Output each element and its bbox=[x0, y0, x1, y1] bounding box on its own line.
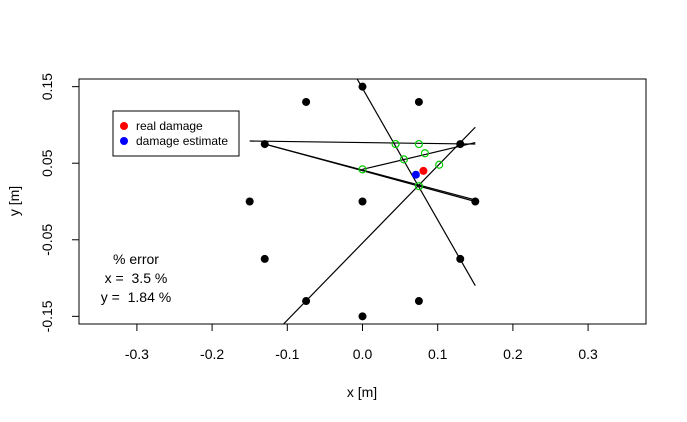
intersection-point-3 bbox=[420, 149, 430, 158]
error-annotation-header: % error bbox=[113, 251, 159, 267]
x-tick-label-6: 0.2 bbox=[503, 346, 523, 362]
sensor-point-13 bbox=[358, 312, 367, 321]
legend-box bbox=[112, 110, 240, 157]
error-annotation-y: y = 1.84 % bbox=[101, 289, 171, 305]
intersection-point-1 bbox=[391, 139, 400, 149]
y-tick-label-1: -0.15 bbox=[39, 300, 55, 332]
legend-damage-estimate-marker bbox=[120, 137, 128, 145]
legend-real-damage-label: real damage bbox=[136, 119, 203, 133]
path-line-4 bbox=[283, 126, 476, 324]
intersections-layer bbox=[358, 139, 444, 191]
sensor-point-7 bbox=[358, 197, 367, 206]
path-line-5 bbox=[362, 141, 476, 170]
y-tick-label-4: 0.15 bbox=[39, 73, 55, 100]
damage-estimate-point bbox=[411, 170, 420, 179]
sensor-point-12 bbox=[414, 297, 423, 306]
damage-layer bbox=[411, 166, 428, 179]
x-tick-label-4: 0.0 bbox=[353, 346, 373, 362]
sensor-point-10 bbox=[456, 254, 465, 263]
x-tick-label-2: -0.2 bbox=[200, 346, 224, 362]
x-axis-label: x [m] bbox=[347, 384, 377, 400]
path-line-6 bbox=[264, 143, 476, 201]
sensor-point-5 bbox=[456, 140, 465, 149]
legend-real-damage-marker bbox=[120, 122, 128, 130]
legend: real damage damage estimate bbox=[112, 110, 240, 157]
real-damage-point bbox=[419, 166, 428, 175]
y-axis: -0.15 -0.05 0.05 0.15 bbox=[39, 73, 79, 332]
sensor-point-4 bbox=[260, 140, 269, 149]
path-line-1 bbox=[356, 79, 476, 287]
sensor-point-3 bbox=[414, 97, 423, 106]
intersection-point-7 bbox=[414, 182, 423, 191]
legend-damage-estimate-label: damage estimate bbox=[136, 134, 228, 148]
x-tick-label-3: -0.1 bbox=[275, 346, 299, 362]
intersection-point-2 bbox=[414, 139, 423, 149]
sensor-point-11 bbox=[302, 297, 311, 306]
y-tick-label-2: -0.05 bbox=[39, 224, 55, 256]
sensors-layer bbox=[245, 82, 480, 321]
x-tick-label-5: 0.1 bbox=[428, 346, 448, 362]
path-lines-layer bbox=[249, 79, 476, 324]
intersection-point-4 bbox=[399, 155, 408, 164]
path-line-3 bbox=[249, 140, 476, 145]
x-tick-label-7: 0.3 bbox=[578, 346, 598, 362]
intersection-point-6 bbox=[435, 160, 444, 169]
sensor-point-9 bbox=[260, 254, 269, 263]
error-annotation: % error x = 3.5 % y = 1.84 % bbox=[101, 251, 171, 305]
y-tick-label-3: 0.05 bbox=[39, 149, 55, 176]
sensor-point-6 bbox=[245, 197, 254, 206]
y-axis-label: y [m] bbox=[6, 186, 22, 216]
sensor-point-2 bbox=[302, 97, 311, 106]
x-tick-label-1: -0.3 bbox=[125, 346, 149, 362]
intersection-point-5 bbox=[358, 165, 367, 174]
x-axis: -0.3 -0.2 -0.1 0.0 0.1 0.2 0.3 bbox=[125, 324, 598, 362]
sensor-point-1 bbox=[358, 82, 367, 91]
sensor-point-8 bbox=[471, 197, 480, 206]
error-annotation-x: x = 3.5 % bbox=[105, 270, 168, 286]
